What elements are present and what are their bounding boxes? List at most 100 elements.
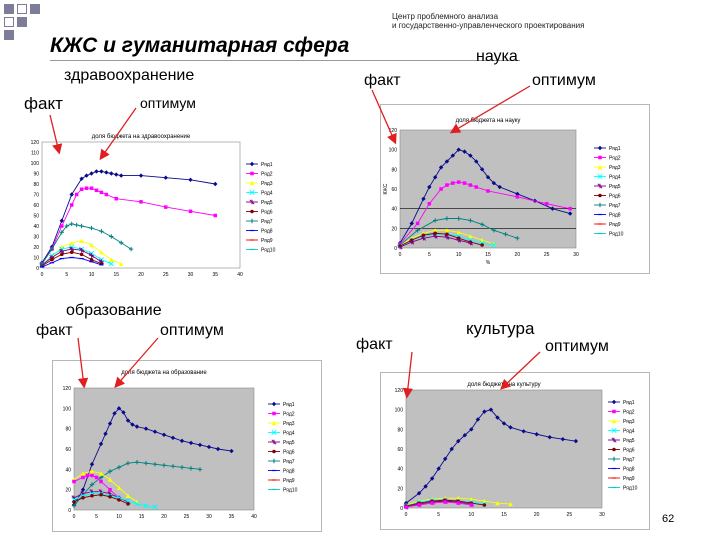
data-point xyxy=(468,234,473,239)
series-8 xyxy=(39,256,104,268)
data-point xyxy=(69,250,74,255)
data-point xyxy=(72,500,76,504)
data-point xyxy=(114,172,119,177)
data-point xyxy=(99,229,104,234)
legend-marker xyxy=(249,248,255,251)
deco-square xyxy=(4,30,14,40)
data-point xyxy=(462,181,467,185)
deco-square xyxy=(30,4,40,14)
legend-label: Ряд1 xyxy=(261,162,273,168)
data-point xyxy=(456,147,461,152)
data-point xyxy=(397,244,403,250)
data-point xyxy=(143,461,149,466)
data-point xyxy=(433,175,438,180)
data-point xyxy=(103,431,108,436)
legend-marker xyxy=(271,420,277,426)
data-point xyxy=(423,484,428,489)
legend-label: Ряд2 xyxy=(261,172,273,178)
data-point xyxy=(108,261,114,267)
legend-marker xyxy=(271,439,277,445)
legend-label: Ряд5 xyxy=(283,440,295,446)
chart-culture: доля бюджета на культуру0204060801001200… xyxy=(380,372,650,530)
legend-marker xyxy=(612,409,616,414)
data-point xyxy=(445,232,449,236)
data-point xyxy=(60,224,64,228)
legend-marker xyxy=(249,161,255,167)
data-point xyxy=(50,257,54,262)
data-point xyxy=(130,422,135,427)
y-tick-label: 40 xyxy=(33,224,39,230)
health-optimum-label: оптимум xyxy=(140,95,196,111)
legend-marker xyxy=(271,458,277,464)
data-point xyxy=(497,184,502,190)
data-point xyxy=(444,234,450,240)
x-tick-label: 30 xyxy=(573,252,579,258)
x-tick-label: 40 xyxy=(251,514,257,520)
data-point xyxy=(436,466,441,471)
data-point xyxy=(188,466,194,471)
data-point xyxy=(98,441,104,447)
y-tick-label: 0 xyxy=(68,508,71,514)
data-point xyxy=(69,256,74,259)
data-point xyxy=(188,440,194,446)
data-point xyxy=(99,169,104,174)
science-fact-arrow xyxy=(371,89,397,145)
data-point xyxy=(482,503,487,507)
data-point xyxy=(439,187,443,191)
data-point xyxy=(39,261,45,266)
data-point xyxy=(474,185,479,189)
legend-label: Ряд3 xyxy=(609,165,621,171)
legend-marker xyxy=(272,411,276,416)
data-point xyxy=(433,218,438,223)
data-point xyxy=(79,257,84,260)
science-optimum-label: оптимум xyxy=(532,72,596,89)
data-point xyxy=(550,206,555,211)
legend-label: Ряд2 xyxy=(609,156,621,162)
series-6 xyxy=(40,250,104,268)
data-point xyxy=(94,188,99,193)
data-point xyxy=(99,190,104,195)
data-point xyxy=(469,427,474,432)
x-tick-label: 20 xyxy=(515,252,521,258)
legend-label: Ряд5 xyxy=(623,438,635,444)
data-point xyxy=(79,187,84,192)
data-point xyxy=(49,262,55,264)
legend-label: Ряд3 xyxy=(261,181,273,187)
data-point xyxy=(125,418,131,423)
data-point xyxy=(444,159,450,164)
legend-marker xyxy=(249,199,255,205)
legend-marker xyxy=(250,171,254,176)
data-point xyxy=(125,498,131,504)
legend-label: Ряд9 xyxy=(261,238,273,244)
data-point xyxy=(568,206,572,211)
legend-label: Ряд6 xyxy=(623,448,635,454)
data-point xyxy=(84,173,89,178)
legend: Ряд1 Ряд2 Ряд3 Ряд4 Ряд5 Ряд6 Ряд7 Ряд8 Ряд9 Ряд1… xyxy=(608,399,638,492)
data-point xyxy=(94,475,99,480)
x-tick-label: 20 xyxy=(138,272,144,278)
legend-marker xyxy=(249,180,255,186)
legend-marker xyxy=(597,183,603,189)
data-point xyxy=(71,503,77,509)
data-point xyxy=(170,435,176,441)
x-tick-label: 15 xyxy=(113,272,119,278)
data-point xyxy=(485,175,491,180)
data-point xyxy=(90,473,94,478)
y-tick-label: 20 xyxy=(397,486,403,492)
data-point xyxy=(508,501,513,507)
data-point xyxy=(72,479,76,484)
x-tick-label: 10 xyxy=(456,252,462,258)
legend-label: Ряд7 xyxy=(283,459,295,465)
series-7 xyxy=(39,221,134,266)
data-point xyxy=(89,242,94,248)
series-1 xyxy=(403,407,579,506)
legend-label: Ряд9 xyxy=(623,476,635,482)
data-point xyxy=(479,167,485,172)
data-point xyxy=(143,503,149,509)
y-tick-label: 40 xyxy=(65,467,71,473)
page-title: КЖС и гуманитарная сфера xyxy=(50,34,350,57)
legend-label: Ряд2 xyxy=(623,410,635,416)
legend: Ряд1 Ряд2 Ряд3 Ряд4 Ряд5 Ряд6 Ряд7 Ряд8 Ряд9 Ряд1… xyxy=(594,145,624,238)
data-point xyxy=(69,203,74,207)
y-tick-label: 120 xyxy=(31,140,40,146)
